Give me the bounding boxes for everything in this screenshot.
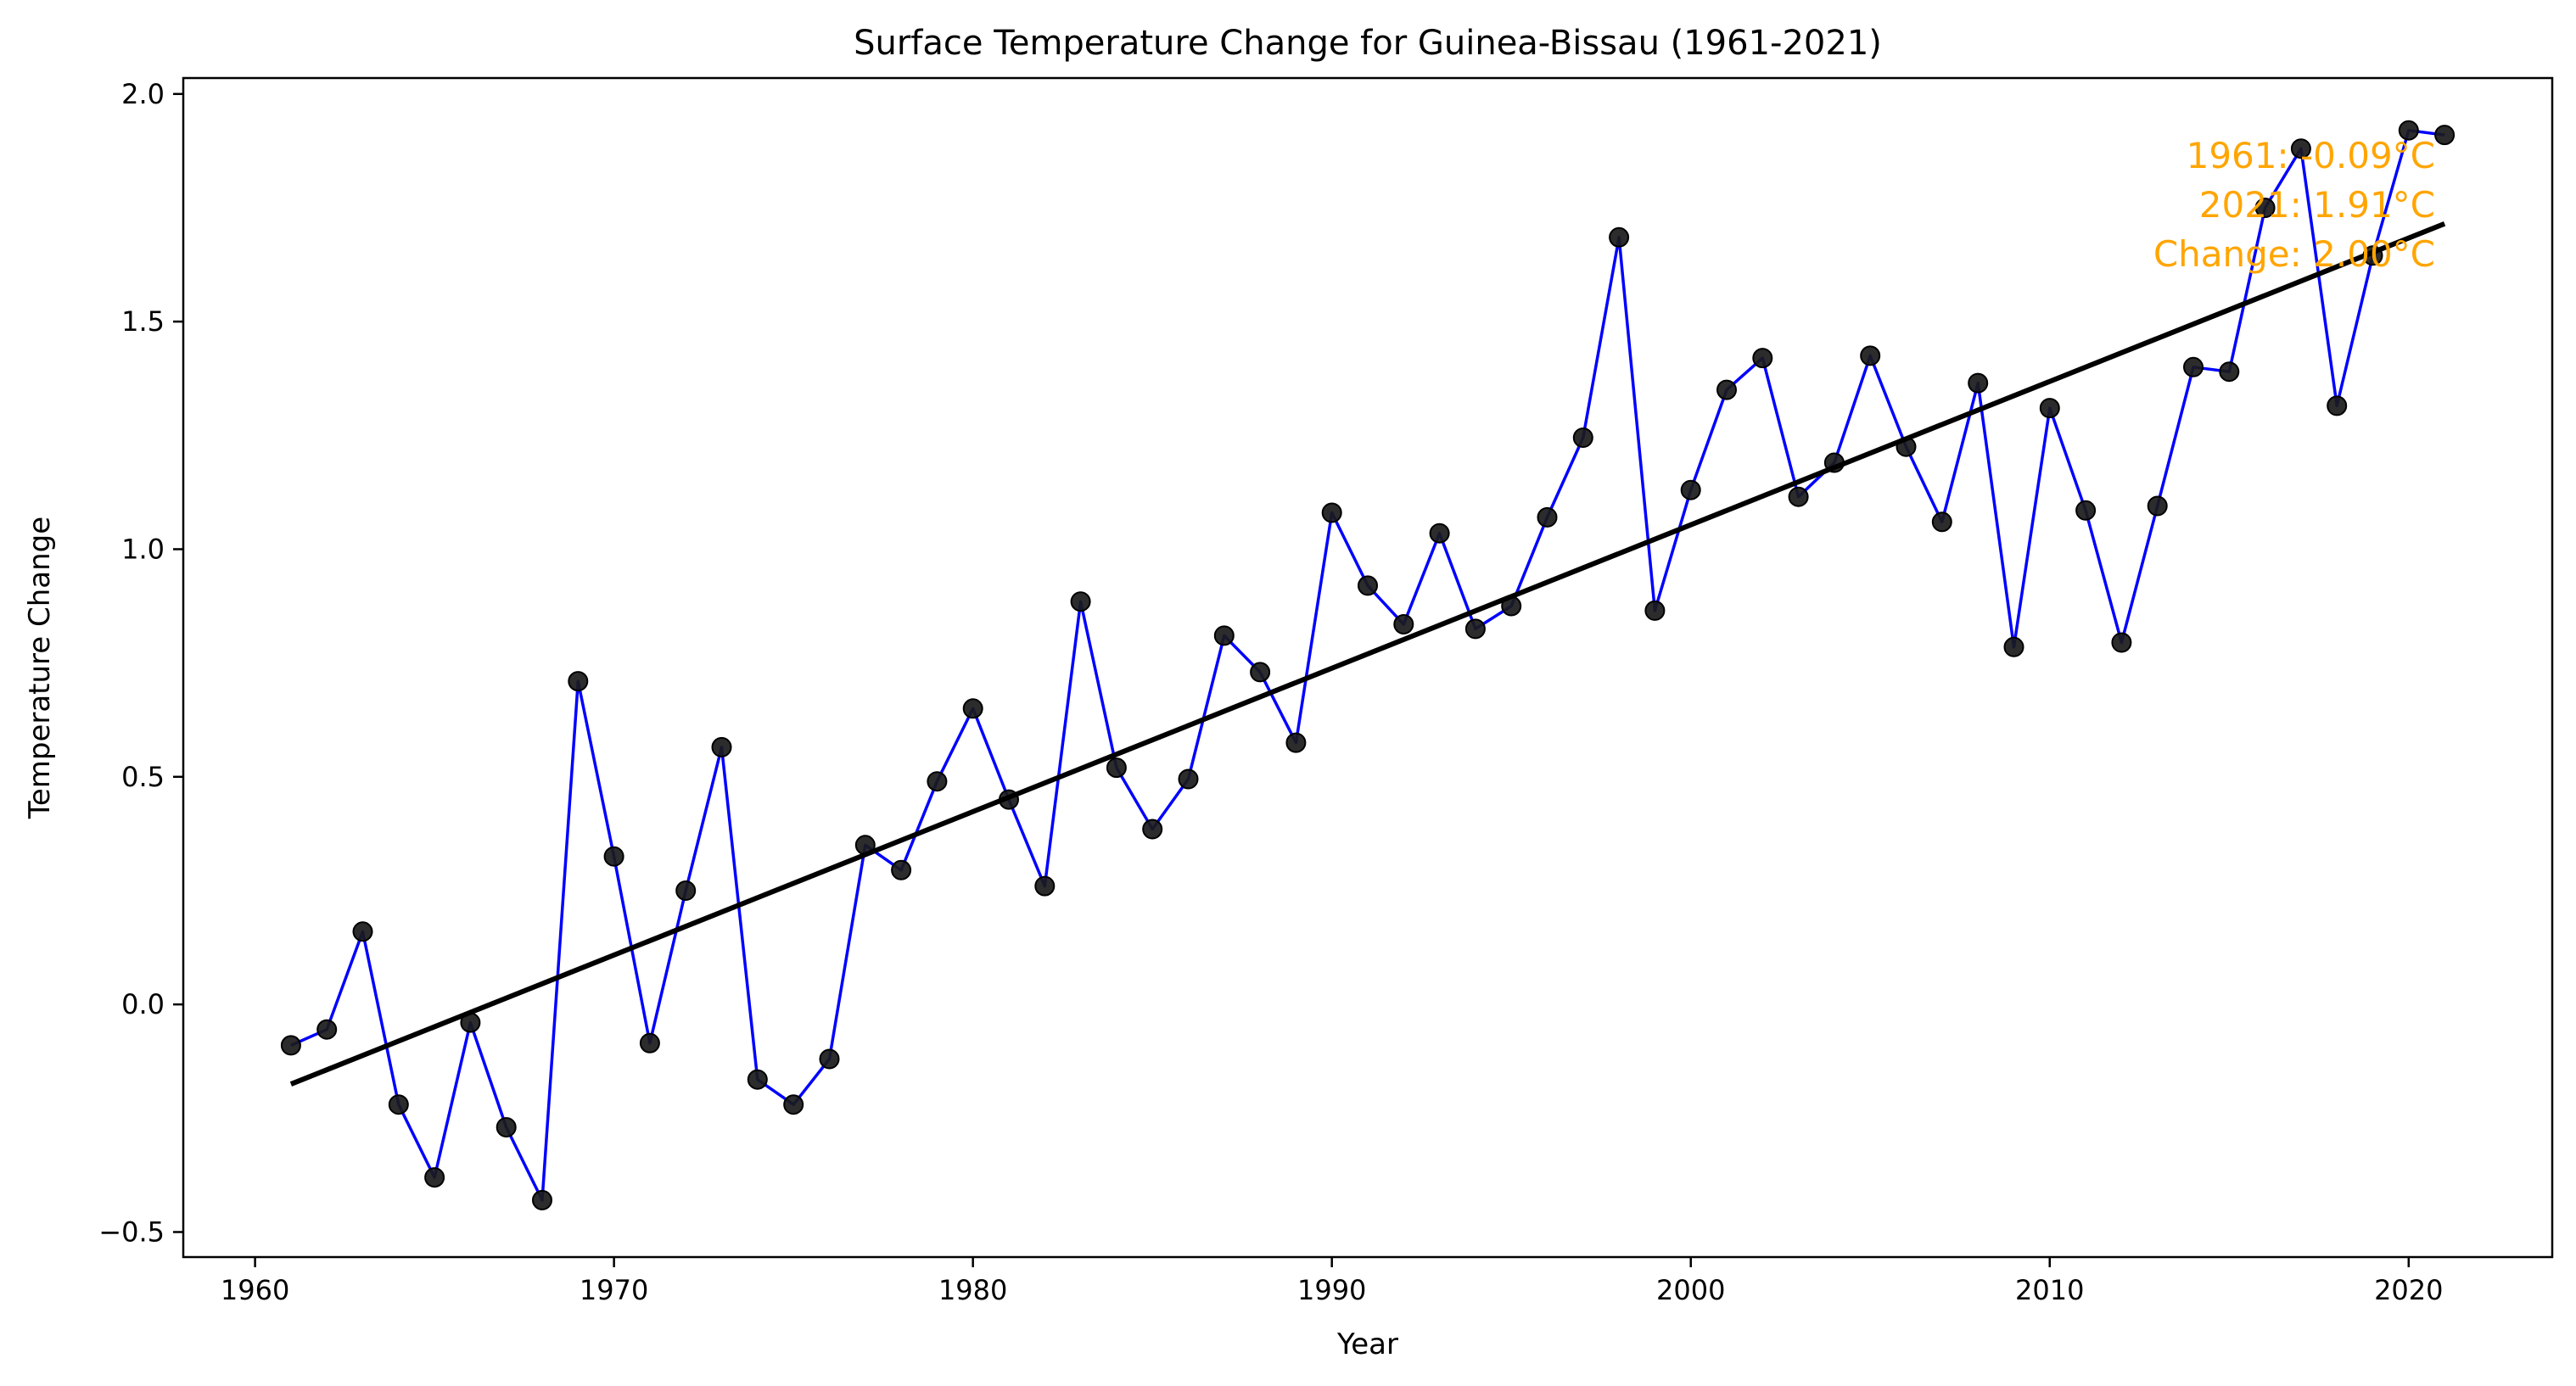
data-point xyxy=(1358,575,1378,596)
data-point xyxy=(2290,138,2311,159)
annotation-line: 1961: -0.09°C xyxy=(2187,135,2435,176)
x-tick-label: 1980 xyxy=(938,1274,1007,1306)
data-point xyxy=(1716,379,1737,400)
data-point xyxy=(2111,632,2132,653)
x-axis: 1960 1970 1980 1990 2000 2010 2020 xyxy=(221,1257,2444,1306)
data-point xyxy=(1285,732,1307,753)
x-tick-label: 1990 xyxy=(1297,1274,1366,1306)
data-point xyxy=(1106,757,1127,779)
data-point xyxy=(1142,819,1163,840)
chart-title: Surface Temperature Change for Guinea-Bi… xyxy=(854,24,1882,63)
data-point xyxy=(1321,502,1342,523)
data-point xyxy=(1968,372,1989,394)
x-axis-title: Year xyxy=(1336,1327,1398,1361)
data-point xyxy=(496,1117,517,1137)
data-point xyxy=(603,846,624,867)
data-point xyxy=(1250,662,1271,683)
trend-line xyxy=(289,221,2446,1087)
data-point xyxy=(388,1094,409,1115)
x-tick-label: 2020 xyxy=(2374,1274,2443,1306)
plot-area xyxy=(280,120,2456,1210)
data-point xyxy=(1609,226,1630,248)
data-point xyxy=(1860,345,1881,366)
data-point xyxy=(1788,486,1809,507)
y-tick-label: 0.5 xyxy=(121,761,165,793)
data-point xyxy=(1213,625,1235,646)
data-point xyxy=(1464,618,1486,640)
data-point xyxy=(1429,523,1450,544)
data-point xyxy=(532,1189,552,1210)
x-tick-label: 2000 xyxy=(1656,1274,1725,1306)
data-point xyxy=(280,1035,301,1056)
x-tick-label: 1970 xyxy=(580,1274,648,1306)
data-point xyxy=(1931,511,1952,533)
data-point xyxy=(1070,591,1091,612)
data-point xyxy=(1393,614,1414,634)
x-tick-label: 2010 xyxy=(2015,1274,2084,1306)
data-point xyxy=(2327,395,2348,416)
data-point xyxy=(1537,506,1558,528)
y-axis-title: Temperature Change xyxy=(23,517,57,819)
data-point xyxy=(2003,636,2024,657)
y-tick-label: 2.0 xyxy=(121,78,165,110)
y-tick-label: 0.0 xyxy=(121,988,165,1020)
data-point xyxy=(639,1032,660,1053)
y-tick-label: 1.0 xyxy=(121,533,165,565)
data-point xyxy=(1752,348,1773,369)
data-point xyxy=(747,1069,768,1090)
y-axis: −0.5 0.0 0.5 1.0 1.5 2.0 xyxy=(98,78,183,1248)
data-point xyxy=(568,671,589,692)
x-tick-label: 1960 xyxy=(221,1274,289,1306)
data-point xyxy=(316,1019,338,1040)
y-tick-label: 1.5 xyxy=(121,305,165,338)
plot-frame xyxy=(182,76,2554,1259)
data-point xyxy=(2183,356,2204,377)
data-point xyxy=(711,736,732,757)
data-point xyxy=(675,880,697,901)
data-point xyxy=(819,1048,840,1070)
data-point xyxy=(2434,125,2456,146)
data-point xyxy=(2398,120,2419,141)
data-point xyxy=(1644,600,1666,621)
data-point xyxy=(2147,495,2168,517)
data-point xyxy=(1178,768,1199,790)
data-point xyxy=(424,1167,445,1188)
annotation-line: Change: 2.00°C xyxy=(2153,233,2435,275)
data-point xyxy=(962,698,983,719)
data-point xyxy=(2075,500,2097,521)
data-point xyxy=(783,1094,804,1115)
annotation-box: 1961: -0.09°C 2021: 1.91°C Change: 2.00°C xyxy=(2153,135,2435,275)
data-point xyxy=(2219,361,2240,383)
data-point xyxy=(927,771,948,792)
annotation-line: 2021: 1.91°C xyxy=(2199,184,2435,226)
data-point xyxy=(2254,198,2276,218)
data-point xyxy=(2039,398,2060,419)
data-point xyxy=(1572,428,1593,448)
y-tick-label: −0.5 xyxy=(98,1216,165,1248)
data-point xyxy=(1680,479,1701,500)
data-point xyxy=(891,859,912,880)
data-point xyxy=(1034,875,1056,897)
data-point xyxy=(352,921,373,942)
